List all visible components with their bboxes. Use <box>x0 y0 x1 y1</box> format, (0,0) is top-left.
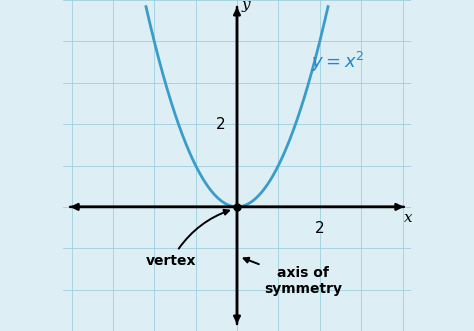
Text: 2: 2 <box>315 221 325 236</box>
Text: 2: 2 <box>216 117 226 132</box>
Text: y: y <box>242 0 250 12</box>
Text: vertex: vertex <box>146 210 229 268</box>
Text: axis of
symmetry: axis of symmetry <box>244 258 342 297</box>
Text: $y = x^2$: $y = x^2$ <box>311 50 365 74</box>
Text: x: x <box>404 212 413 225</box>
